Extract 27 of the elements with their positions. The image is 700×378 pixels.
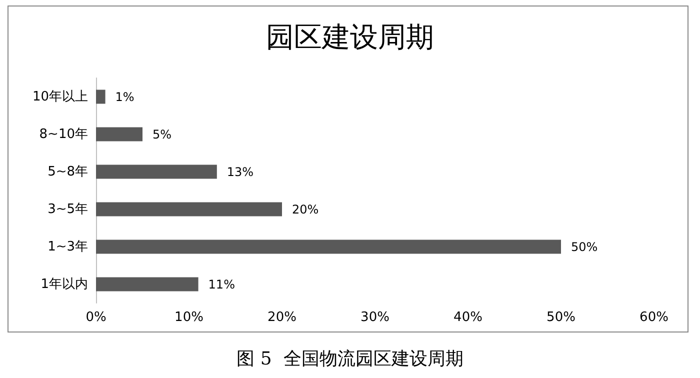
x-tick-label: 50% [546,310,576,325]
data-label: 20% [292,202,319,216]
y-tick-label: 1年以内 [40,276,88,292]
x-tick-label: 60% [640,310,668,325]
x-tick-label: 10% [174,310,204,325]
y-tick-label: 8~10年 [39,126,88,142]
caption: 图 5 全国物流园区建设周期 [236,348,464,370]
data-label: 13% [226,164,254,179]
chart-title: 园区建设周期 [266,20,434,54]
y-tick-label: 3~5年 [48,202,88,217]
bar [96,90,106,104]
data-label: 5% [152,127,172,142]
bar [96,277,198,292]
y-tick-label: 1~3年 [48,239,88,254]
bar [96,127,142,142]
data-label: 11% [208,277,235,292]
data-label: 1% [115,90,134,104]
data-label: 50% [571,240,598,254]
bar [96,164,217,179]
x-tick-label: 0% [86,310,106,325]
x-tick-label: 40% [454,310,482,325]
x-tick-label: 30% [360,310,390,325]
bar [96,202,282,216]
bar [96,240,561,254]
y-tick-label: 10年以上 [32,89,88,104]
y-tick-label: 5~8年 [48,164,88,180]
x-tick-label: 20% [268,310,296,325]
